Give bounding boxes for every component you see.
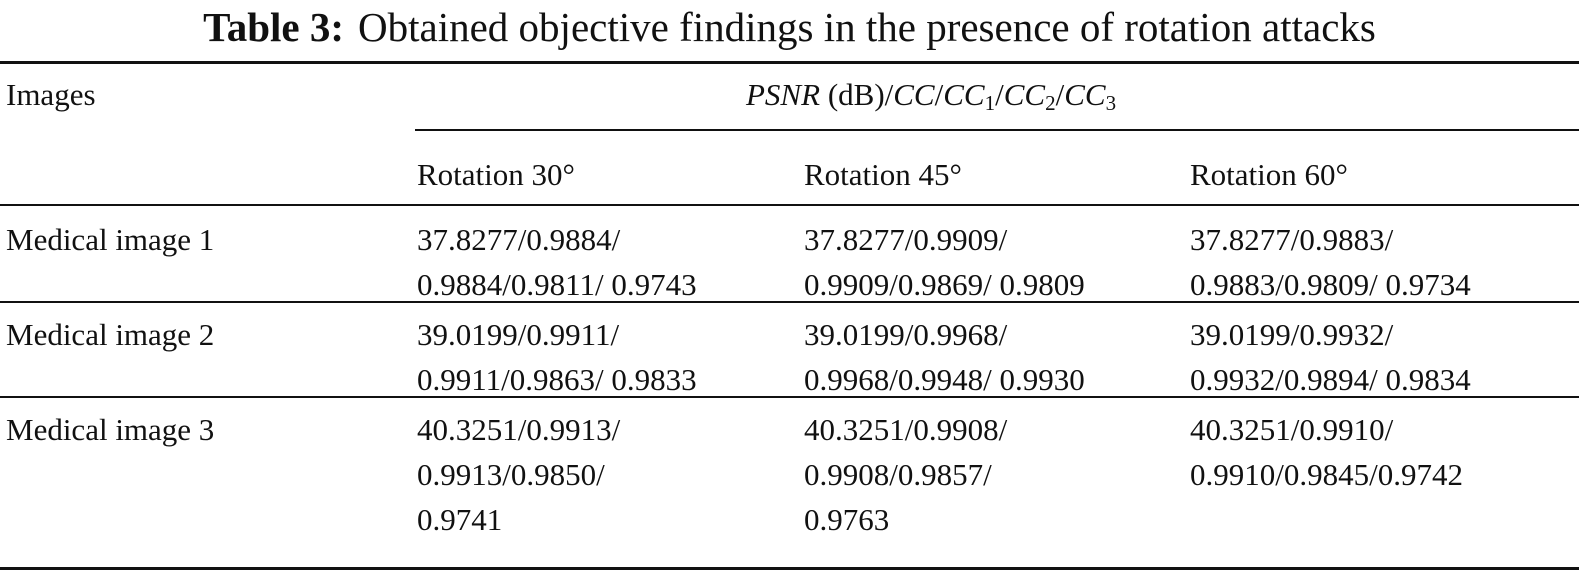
- table-cell-line: 0.9913/0.9850/: [417, 457, 605, 492]
- group-rule: [415, 129, 1579, 131]
- table-cell-line: 40.3251/0.9910/: [1190, 412, 1394, 447]
- table-cell-line: 0.9910/0.9845/0.9742: [1190, 457, 1463, 492]
- row-image-label: Medical image 1: [6, 222, 215, 257]
- table-cell-line: 37.8277/0.9884/: [417, 222, 621, 257]
- bottom-rule: [0, 567, 1579, 570]
- table-cell-line: 0.9911/0.9863/ 0.9833: [417, 362, 697, 397]
- table-cell-line: 37.8277/0.9883/: [1190, 222, 1394, 257]
- group-header: PSNR (dB)/CC/CC1/CC2/CC3: [746, 77, 1117, 115]
- table-cell-line: 39.0199/0.9968/: [804, 317, 1008, 352]
- table-cell-line: 0.9883/0.9809/ 0.9734: [1190, 267, 1471, 302]
- table-cell-line: 40.3251/0.9908/: [804, 412, 1008, 447]
- table-cell-line: 0.9968/0.9948/ 0.9930: [804, 362, 1085, 397]
- row-image-label: Medical image 2: [6, 317, 215, 352]
- table-cell-line: 0.9741: [417, 502, 503, 537]
- table-label: Table 3:: [203, 4, 345, 50]
- table-cell-line: 37.8277/0.9909/: [804, 222, 1008, 257]
- row-rule: [0, 301, 1579, 303]
- table-cell-line: 0.9908/0.9857/: [804, 457, 992, 492]
- table-cell-line: 0.9909/0.9869/ 0.9809: [804, 267, 1085, 302]
- row-image-label: Medical image 3: [6, 412, 215, 447]
- table-cell-line: 0.9884/0.9811/ 0.9743: [417, 267, 697, 302]
- table-cell-line: 39.0199/0.9911/: [417, 317, 620, 352]
- table-cell-line: 40.3251/0.9913/: [417, 412, 621, 447]
- table-cell-line: 0.9763: [804, 502, 890, 537]
- table-caption: Table 3: Obtained objective findings in t…: [0, 2, 1579, 52]
- column-header: Rotation 60°: [1190, 157, 1348, 192]
- column-header: Rotation 45°: [804, 157, 962, 192]
- row-rule: [0, 396, 1579, 398]
- column-header: Rotation 30°: [417, 157, 575, 192]
- table-cell-line: 39.0199/0.9932/: [1190, 317, 1394, 352]
- top-rule: [0, 61, 1579, 64]
- header-rule: [0, 204, 1579, 206]
- row-header: Images: [6, 77, 96, 112]
- table-caption-text: Obtained objective findings in the prese…: [358, 4, 1376, 50]
- table-cell-line: 0.9932/0.9894/ 0.9834: [1190, 362, 1471, 397]
